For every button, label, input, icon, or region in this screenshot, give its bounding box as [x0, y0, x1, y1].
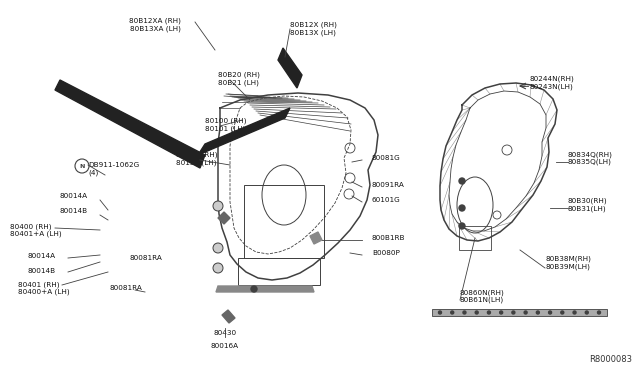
Text: 80016A: 80016A [211, 343, 239, 349]
Circle shape [488, 311, 490, 314]
Bar [432, 309, 607, 316]
Text: 80081RA: 80081RA [110, 285, 143, 291]
Circle shape [573, 311, 576, 314]
Text: 80081RA: 80081RA [130, 255, 163, 261]
Text: 80152 (RH)
80153 (LH): 80152 (RH) 80153 (LH) [176, 152, 218, 166]
Circle shape [213, 263, 223, 273]
Text: B0080P: B0080P [372, 250, 400, 256]
Circle shape [598, 311, 600, 314]
Bar [459, 226, 491, 250]
Text: R8000083: R8000083 [589, 355, 632, 364]
Circle shape [213, 201, 223, 211]
Circle shape [561, 311, 564, 314]
Text: 80834Q(RH)
80835Q(LH): 80834Q(RH) 80835Q(LH) [568, 151, 613, 165]
Text: 800B1RB: 800B1RB [372, 235, 406, 241]
Polygon shape [218, 212, 230, 224]
Text: 80014B: 80014B [60, 208, 88, 214]
Polygon shape [310, 232, 322, 244]
Polygon shape [55, 80, 205, 168]
Text: N: N [79, 164, 84, 170]
Circle shape [500, 311, 502, 314]
Text: 80B12X (RH)
80B13X (LH): 80B12X (RH) 80B13X (LH) [290, 22, 337, 36]
Text: 80244N(RH)
80243N(LH): 80244N(RH) 80243N(LH) [530, 76, 575, 90]
Polygon shape [198, 108, 290, 155]
Bar [244, 185, 324, 258]
Circle shape [524, 311, 527, 314]
Bar [238, 258, 320, 285]
Text: 80081G: 80081G [372, 155, 401, 161]
Circle shape [548, 311, 552, 314]
Text: 80401 (RH)
80400+A (LH): 80401 (RH) 80400+A (LH) [18, 281, 70, 295]
Circle shape [459, 223, 465, 229]
Circle shape [451, 311, 454, 314]
Polygon shape [216, 286, 314, 292]
Circle shape [512, 311, 515, 314]
Circle shape [251, 286, 257, 292]
Text: 60101G: 60101G [372, 197, 401, 203]
Circle shape [438, 311, 442, 314]
Text: 80B20 (RH)
80B21 (LH): 80B20 (RH) 80B21 (LH) [218, 72, 260, 86]
Text: 80014A: 80014A [28, 253, 56, 259]
Text: 80100 (RH)
80101 (LH): 80100 (RH) 80101 (LH) [205, 118, 246, 132]
Circle shape [536, 311, 540, 314]
Text: 80430: 80430 [213, 330, 237, 336]
Circle shape [459, 205, 465, 211]
Text: 80091RA: 80091RA [372, 182, 405, 188]
Polygon shape [222, 310, 235, 323]
Polygon shape [278, 48, 302, 88]
Circle shape [213, 243, 223, 253]
Text: 80B30(RH)
80B31(LH): 80B30(RH) 80B31(LH) [568, 198, 607, 212]
Circle shape [475, 311, 478, 314]
Text: 80014A: 80014A [60, 193, 88, 199]
Text: 80860N(RH)
80B61N(LH): 80860N(RH) 80B61N(LH) [460, 289, 505, 303]
Text: DB911-1062G
(4): DB911-1062G (4) [88, 162, 140, 176]
Circle shape [459, 178, 465, 184]
Text: 80014B: 80014B [28, 268, 56, 274]
Circle shape [463, 311, 466, 314]
Text: 80400 (RH)
80401+A (LH): 80400 (RH) 80401+A (LH) [10, 223, 61, 237]
Circle shape [585, 311, 588, 314]
Text: 80B12XA (RH)
80B13XA (LH): 80B12XA (RH) 80B13XA (LH) [129, 18, 181, 32]
Text: 80B38M(RH)
80B39M(LH): 80B38M(RH) 80B39M(LH) [545, 256, 591, 270]
